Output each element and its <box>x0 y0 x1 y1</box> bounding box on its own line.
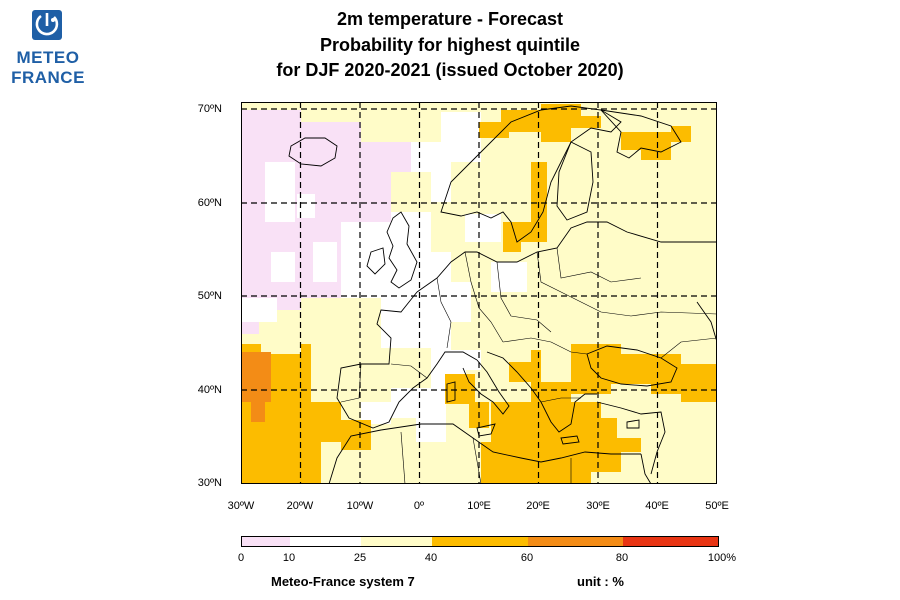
map-frame <box>241 102 717 484</box>
high-probability-orange <box>241 104 717 484</box>
lat-label-40n: 40ºN <box>197 384 222 396</box>
lon-label-30w: 30ºW <box>227 500 255 512</box>
logo-text-france: FRANCE <box>11 68 85 87</box>
lon-label-40e: 40ºE <box>645 500 669 512</box>
country-borders <box>340 247 717 484</box>
low-probability-atlantic <box>241 110 411 334</box>
logo-text-meteo: METEO <box>16 48 80 67</box>
lon-label-10w: 10ºW <box>346 500 374 512</box>
colorbar-tick-80: 80 <box>615 552 629 564</box>
lon-label-20e: 20ºE <box>526 500 550 512</box>
colorbar-tick-100: 100% <box>707 552 737 564</box>
colorbar-bin-5 <box>622 537 718 546</box>
lon-label-50e: 50ºE <box>705 500 729 512</box>
colorbar <box>241 536 719 547</box>
title-line-3: for DJF 2020-2021 (issued October 2020) <box>276 60 624 80</box>
very-high-probability <box>241 352 271 422</box>
logo-badge-icon <box>32 10 62 40</box>
colorbar-bin-0 <box>242 537 290 546</box>
graticule <box>241 102 717 484</box>
lon-label-0: 0º <box>413 500 425 512</box>
colorbar-bin-3 <box>432 537 528 546</box>
lat-label-70n: 70ºN <box>197 103 222 115</box>
colorbar-tick-25: 25 <box>353 552 367 564</box>
model-system-label: Meteo-France system 7 <box>271 574 415 589</box>
lat-label-30n: 30ºN <box>197 477 222 489</box>
title-line-2: Probability for highest quintile <box>319 35 580 55</box>
lat-label-50n: 50ºN <box>197 290 222 302</box>
colorbar-tick-10: 10 <box>282 552 296 564</box>
colorbar-bin-1 <box>289 537 361 546</box>
colorbar-bin-4 <box>527 537 623 546</box>
unit-label: unit : % <box>577 574 624 589</box>
colorbar-tick-40: 40 <box>424 552 438 564</box>
lon-label-30e: 30ºE <box>586 500 610 512</box>
meteo-france-logo: METEO FRANCE <box>6 8 90 90</box>
title-line-1: 2m temperature - Forecast <box>336 9 564 29</box>
lat-label-60n: 60ºN <box>197 197 222 209</box>
colorbar-tick-60: 60 <box>520 552 534 564</box>
colorbar-tick-0: 0 <box>237 552 245 564</box>
probability-map <box>241 102 717 484</box>
map-canvas <box>241 102 717 484</box>
lon-label-20w: 20ºW <box>286 500 314 512</box>
lon-label-10e: 10ºE <box>467 500 491 512</box>
colorbar-bin-2 <box>360 537 433 546</box>
